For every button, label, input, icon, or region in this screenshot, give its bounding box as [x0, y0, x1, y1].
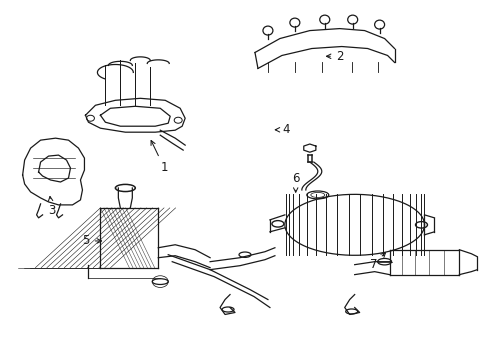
Text: 7: 7 [369, 253, 385, 271]
Text: 6: 6 [291, 172, 299, 192]
Text: 2: 2 [326, 50, 343, 63]
Text: 4: 4 [275, 123, 289, 136]
Text: 1: 1 [151, 140, 167, 174]
Text: 5: 5 [82, 234, 102, 247]
Text: 3: 3 [48, 197, 56, 217]
